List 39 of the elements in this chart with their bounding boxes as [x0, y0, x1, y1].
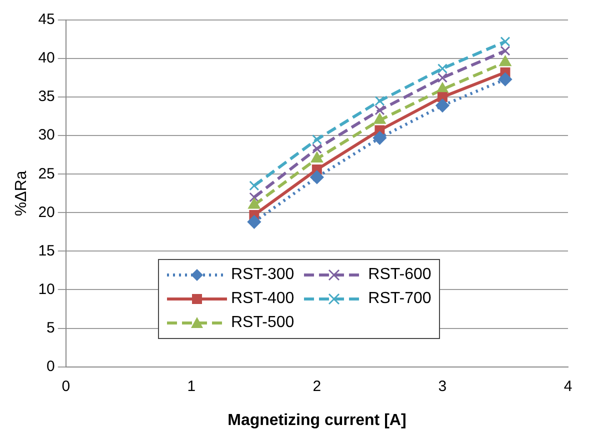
point — [498, 72, 512, 86]
point — [500, 46, 510, 56]
point — [312, 144, 322, 154]
x-tick-label: 2 — [312, 378, 322, 395]
point — [499, 56, 512, 66]
point — [500, 36, 510, 47]
legend-label: RST-500 — [231, 314, 294, 332]
y-tick-label: 30 — [38, 126, 55, 144]
x-tick-label: 3 — [438, 378, 447, 395]
point — [247, 215, 261, 229]
y-tick-label: 10 — [38, 280, 55, 298]
legend-label: RST-600 — [368, 266, 432, 284]
y-tick-label: 0 — [46, 358, 55, 375]
x-axis-title: Magnetizing current [A] — [228, 412, 406, 429]
y-tick-label: 20 — [38, 204, 55, 221]
point — [437, 72, 448, 83]
x-tick-label: 4 — [564, 378, 572, 395]
y-tick-label: 25 — [38, 165, 55, 182]
y-axis-title: %ΔRa — [13, 170, 30, 216]
point — [310, 170, 324, 184]
point — [437, 64, 448, 74]
legend-label: RST-300 — [231, 266, 294, 284]
point — [372, 131, 386, 145]
y-tick-label: 5 — [46, 319, 55, 336]
point — [249, 180, 260, 191]
point — [374, 96, 385, 106]
x-tick-label: 0 — [62, 378, 70, 395]
y-tick-label: 40 — [38, 50, 55, 67]
y-tick-label: 45 — [38, 11, 55, 28]
point — [374, 105, 385, 116]
y-tick-label: 15 — [38, 242, 55, 260]
x-tick-label: 1 — [187, 378, 196, 395]
point — [312, 134, 322, 144]
point — [436, 98, 450, 112]
point — [248, 198, 260, 209]
y-tick-label: 35 — [38, 88, 55, 106]
legend-label: RST-400 — [231, 290, 294, 308]
legend-label: RST-700 — [368, 290, 432, 308]
point — [249, 192, 260, 202]
